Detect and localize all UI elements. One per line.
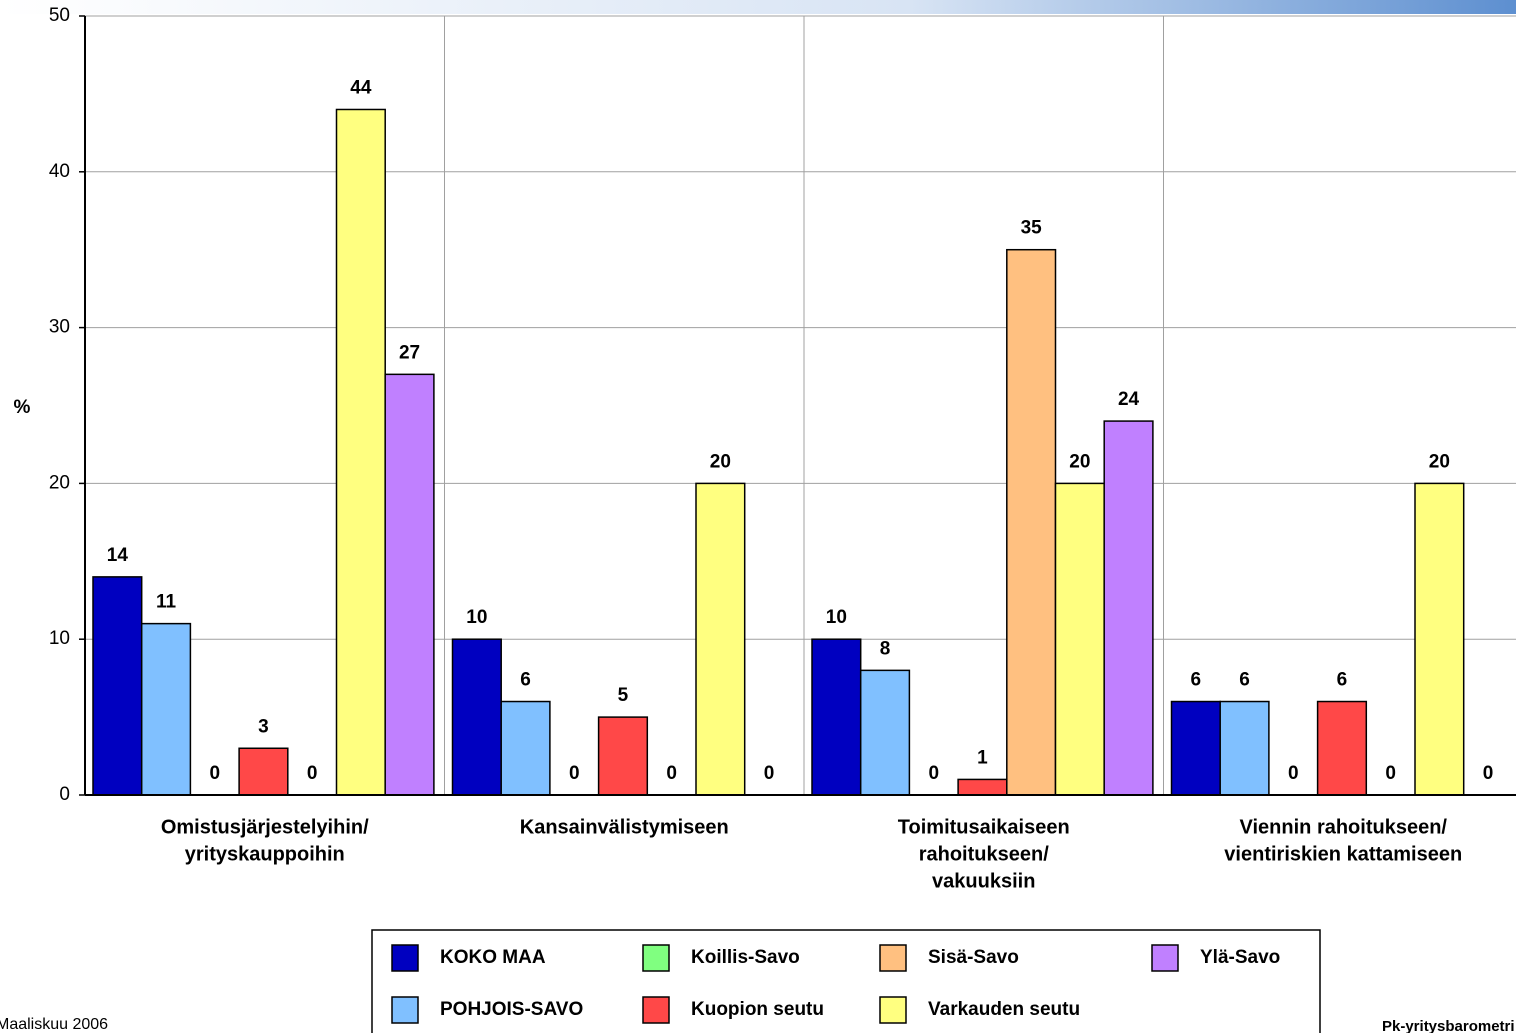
bar — [1219, 700, 1270, 796]
data-label: 24 — [1118, 389, 1140, 410]
data-label: 0 — [307, 763, 318, 784]
data-label: 14 — [107, 545, 129, 566]
legend-swatch — [879, 996, 907, 1024]
x-tick-label: rahoitukseen/ — [919, 843, 1049, 865]
data-label: 0 — [928, 763, 939, 784]
top-band — [0, 0, 1516, 14]
data-label: 3 — [258, 716, 269, 737]
data-label: 6 — [520, 670, 531, 691]
data-label: 0 — [1483, 763, 1494, 784]
y-tick-label: 50 — [49, 5, 70, 26]
bar — [335, 108, 386, 796]
data-label: 0 — [1385, 763, 1396, 784]
legend-label: Sisä-Savo — [928, 947, 1019, 968]
legend-swatch — [391, 944, 419, 972]
data-label: 0 — [666, 763, 677, 784]
bar — [1103, 420, 1154, 796]
data-label: 20 — [1069, 451, 1090, 472]
data-label: 6 — [1191, 670, 1202, 691]
bar — [957, 778, 1008, 796]
footer-left: Maaliskuu 2006 — [0, 1016, 108, 1033]
plot: 01020304050Omistusjärjestelyihin/yritysk… — [49, 5, 1516, 892]
legend-label: Varkauden seutu — [928, 999, 1080, 1020]
x-tick-label: vientiriskien kattamiseen — [1224, 843, 1462, 865]
x-tick-label: Kansainvälistymiseen — [520, 816, 729, 838]
bar — [384, 373, 435, 796]
data-label: 20 — [710, 451, 731, 472]
legend-swatch — [1151, 944, 1179, 972]
bar — [859, 669, 911, 796]
x-tick-label: Toimitusaikaiseen — [898, 816, 1070, 838]
data-label: 6 — [1239, 670, 1250, 691]
y-tick-label: 10 — [49, 628, 70, 649]
legend-swatch — [642, 996, 670, 1024]
bar — [451, 638, 502, 796]
bar — [597, 716, 649, 796]
bar — [1316, 700, 1368, 796]
data-label: 1 — [977, 747, 988, 768]
data-label: 0 — [1288, 763, 1299, 784]
legend-swatch — [879, 944, 907, 972]
x-tick-label: yrityskauppoihin — [185, 843, 345, 865]
data-label: 11 — [156, 592, 177, 613]
bar — [811, 638, 862, 796]
bar — [92, 576, 143, 796]
data-label: 27 — [399, 342, 420, 363]
x-tick-label: Omistusjärjestelyihin/ — [161, 816, 369, 838]
data-label: 44 — [350, 77, 372, 98]
data-label: 0 — [764, 763, 775, 784]
legend-label: POHJOIS-SAVO — [440, 999, 583, 1020]
legend-label: KOKO MAA — [440, 947, 546, 968]
footer-right: Pk-yritysbarometri — [1382, 1018, 1515, 1033]
bar — [1054, 482, 1105, 796]
y-axis-label: % — [14, 397, 31, 418]
y-tick-label: 40 — [49, 161, 70, 182]
data-label: 6 — [1337, 670, 1348, 691]
bar — [140, 622, 192, 796]
legend-swatch — [391, 996, 419, 1024]
bar — [1006, 248, 1057, 796]
legend-swatch — [642, 944, 670, 972]
x-tick-label: Viennin rahoitukseen/ — [1240, 816, 1448, 838]
data-label: 0 — [569, 763, 580, 784]
data-label: 35 — [1021, 218, 1043, 239]
bar — [500, 700, 551, 796]
legend-label: Koillis-Savo — [691, 947, 800, 968]
data-label: 8 — [880, 638, 891, 659]
x-tick-label: vakuuksiin — [932, 870, 1035, 892]
data-label: 10 — [466, 607, 487, 628]
bar — [1414, 482, 1465, 796]
y-tick-label: 0 — [59, 784, 70, 805]
data-label: 5 — [618, 685, 629, 706]
data-label: 10 — [826, 607, 847, 628]
legend-label: Kuopion seutu — [691, 999, 824, 1020]
y-tick-label: 30 — [49, 317, 70, 338]
data-label: 20 — [1429, 451, 1450, 472]
data-label: 0 — [209, 763, 220, 784]
bar — [1170, 700, 1221, 796]
legend-label: Ylä-Savo — [1200, 947, 1280, 968]
bar — [695, 482, 746, 796]
bar — [238, 747, 289, 796]
y-tick-label: 20 — [49, 472, 70, 493]
